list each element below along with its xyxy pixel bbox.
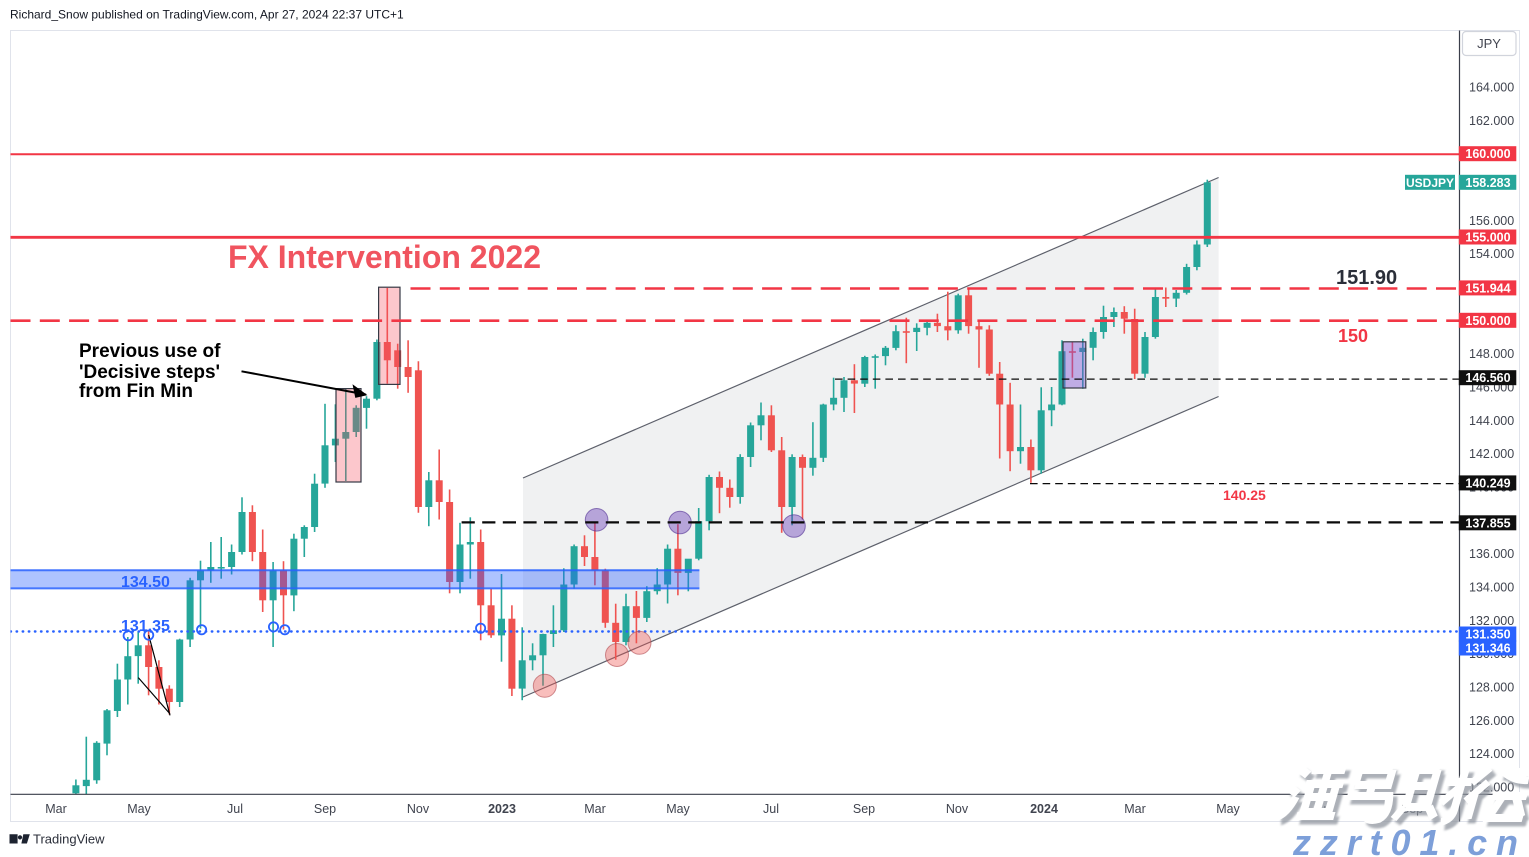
svg-text:150: 150 (1338, 326, 1368, 346)
svg-text:Nov: Nov (946, 802, 969, 816)
svg-text:134.000: 134.000 (1469, 581, 1514, 595)
svg-text:132.000: 132.000 (1469, 614, 1514, 628)
svg-text:USDJPY: USDJPY (1406, 176, 1454, 190)
svg-text:160.000: 160.000 (1465, 147, 1510, 161)
svg-text:154.000: 154.000 (1469, 247, 1514, 261)
svg-text:140.249: 140.249 (1465, 476, 1510, 490)
svg-text:2023: 2023 (488, 802, 516, 816)
svg-text:134.50: 134.50 (121, 574, 170, 591)
svg-text:May: May (1216, 802, 1240, 816)
svg-text:JPY: JPY (1477, 36, 1501, 51)
svg-text:150.000: 150.000 (1465, 314, 1510, 328)
svg-text:156.000: 156.000 (1469, 214, 1514, 228)
svg-text:2024: 2024 (1030, 802, 1058, 816)
svg-text:146.560: 146.560 (1465, 371, 1510, 385)
svg-text:142.000: 142.000 (1469, 447, 1514, 461)
svg-text:137.855: 137.855 (1465, 516, 1510, 530)
svg-text:124.000: 124.000 (1469, 747, 1514, 761)
svg-text:151.90: 151.90 (1336, 267, 1397, 289)
svg-text:151.944: 151.944 (1465, 281, 1510, 295)
svg-text:126.000: 126.000 (1469, 714, 1514, 728)
svg-text:131.350: 131.350 (1465, 628, 1510, 642)
svg-text:from Fin Min: from Fin Min (79, 381, 193, 402)
svg-text:Jul: Jul (227, 802, 243, 816)
svg-text:zzrt01.cn: zzrt01.cn (1292, 822, 1518, 857)
svg-text:164.000: 164.000 (1469, 81, 1514, 95)
svg-text:'Decisive steps': 'Decisive steps' (79, 362, 220, 383)
svg-text:Previous use of: Previous use of (79, 341, 221, 362)
svg-text:TradingView: TradingView (33, 832, 105, 847)
svg-text:158.283: 158.283 (1465, 176, 1510, 190)
svg-text:Sep: Sep (314, 802, 336, 816)
svg-text:136.000: 136.000 (1469, 547, 1514, 561)
svg-text:Mar: Mar (1124, 802, 1146, 816)
svg-text:131.346: 131.346 (1465, 642, 1510, 656)
svg-text:162.000: 162.000 (1469, 114, 1514, 128)
svg-text:Mar: Mar (45, 802, 67, 816)
svg-text:Jul: Jul (763, 802, 779, 816)
svg-text:FX Intervention 2022: FX Intervention 2022 (228, 239, 541, 275)
svg-text:Sep: Sep (853, 802, 875, 816)
svg-text:131.35: 131.35 (121, 618, 170, 635)
svg-text:Richard_Snow published on Trad: Richard_Snow published on TradingView.co… (10, 8, 404, 22)
svg-text:May: May (127, 802, 151, 816)
svg-text:Mar: Mar (584, 802, 606, 816)
svg-text:155.000: 155.000 (1465, 231, 1510, 245)
svg-text:May: May (666, 802, 690, 816)
svg-text:144.000: 144.000 (1469, 414, 1514, 428)
svg-text:128.000: 128.000 (1469, 681, 1514, 695)
svg-text:140.25: 140.25 (1223, 487, 1266, 503)
svg-text:148.000: 148.000 (1469, 347, 1514, 361)
svg-text:Nov: Nov (407, 802, 430, 816)
